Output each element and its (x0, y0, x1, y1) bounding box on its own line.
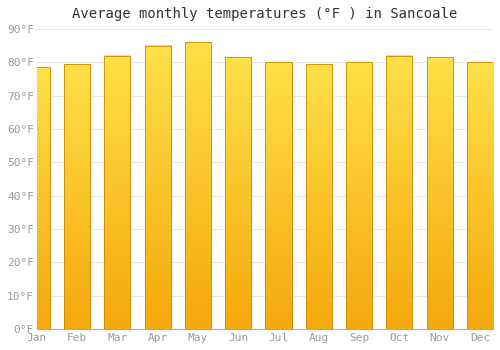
Bar (64, 64, 90, 329)
Bar (185, 42, 211, 329)
Bar (467, 62, 493, 329)
Bar (104, 56, 130, 329)
Bar (266, 62, 291, 329)
Bar (266, 62, 291, 329)
Bar (24, 67, 50, 329)
Bar (346, 62, 372, 329)
Bar (185, 42, 211, 329)
Bar (225, 57, 252, 329)
Bar (225, 57, 252, 329)
Bar (426, 57, 453, 329)
Bar (386, 56, 412, 329)
Bar (104, 56, 130, 329)
Bar (306, 64, 332, 329)
Bar (144, 46, 171, 329)
Title: Average monthly temperatures (°F ) in Sancoale: Average monthly temperatures (°F ) in Sa… (72, 7, 458, 21)
Bar (386, 56, 412, 329)
Bar (144, 46, 171, 329)
Bar (346, 62, 372, 329)
Bar (306, 64, 332, 329)
Bar (426, 57, 453, 329)
Bar (24, 67, 50, 329)
Bar (64, 64, 90, 329)
Bar (467, 62, 493, 329)
